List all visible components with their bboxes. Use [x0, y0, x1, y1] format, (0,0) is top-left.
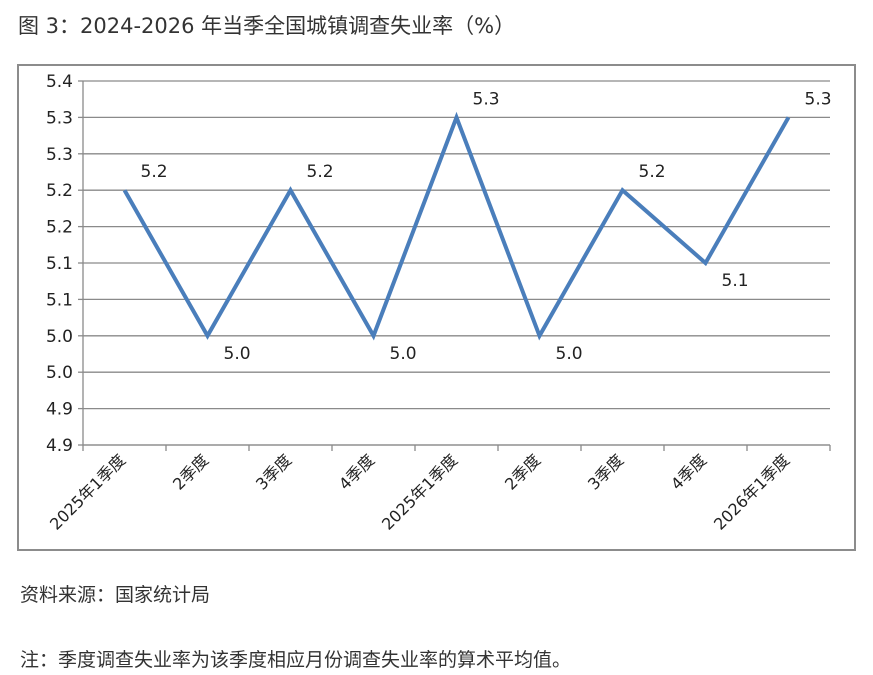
x-tick-label: 3季度	[584, 450, 627, 493]
data-label: 5.2	[307, 162, 334, 182]
data-label: 5.3	[805, 89, 832, 109]
y-tick-label: 5.1	[46, 290, 73, 310]
x-tick-label: 2026年1季度	[710, 450, 793, 533]
data-label: 5.3	[473, 89, 500, 109]
y-tick-label: 5.2	[46, 218, 73, 238]
figure-title: 图 3：2024-2026 年当季全国城镇调查失业率（%）	[18, 14, 516, 38]
data-label: 5.2	[141, 162, 168, 182]
data-label: 5.2	[639, 162, 666, 182]
y-tick-label: 5.3	[46, 108, 73, 128]
x-tick-label: 2025年1季度	[46, 450, 129, 533]
x-tick-label: 2季度	[169, 450, 212, 493]
y-tick-label: 5.4	[46, 72, 73, 92]
source-note: 资料来源：国家统计局	[20, 584, 211, 606]
y-tick-label: 4.9	[46, 436, 73, 456]
y-tick-label: 5.1	[46, 254, 73, 274]
x-tick-label: 3季度	[252, 450, 295, 493]
y-tick-label: 5.3	[46, 145, 73, 165]
y-tick-label: 5.2	[46, 181, 73, 201]
data-label: 5.1	[722, 271, 749, 291]
data-label: 5.0	[556, 344, 583, 364]
x-tick-label: 2季度	[501, 450, 544, 493]
x-tick-label: 4季度	[667, 450, 710, 493]
x-tick-label: 4季度	[335, 450, 378, 493]
y-tick-label: 4.9	[46, 400, 73, 420]
y-tick-label: 5.0	[46, 363, 73, 383]
data-label: 5.0	[390, 344, 417, 364]
chart-frame	[17, 64, 856, 551]
y-tick-label: 5.0	[46, 327, 73, 347]
x-tick-label: 2025年1季度	[378, 450, 461, 533]
data-label: 5.0	[224, 344, 251, 364]
series-line	[122, 111, 791, 341]
footnote: 注：季度调查失业率为该季度相应月份调查失业率的算术平均值。	[20, 649, 572, 671]
